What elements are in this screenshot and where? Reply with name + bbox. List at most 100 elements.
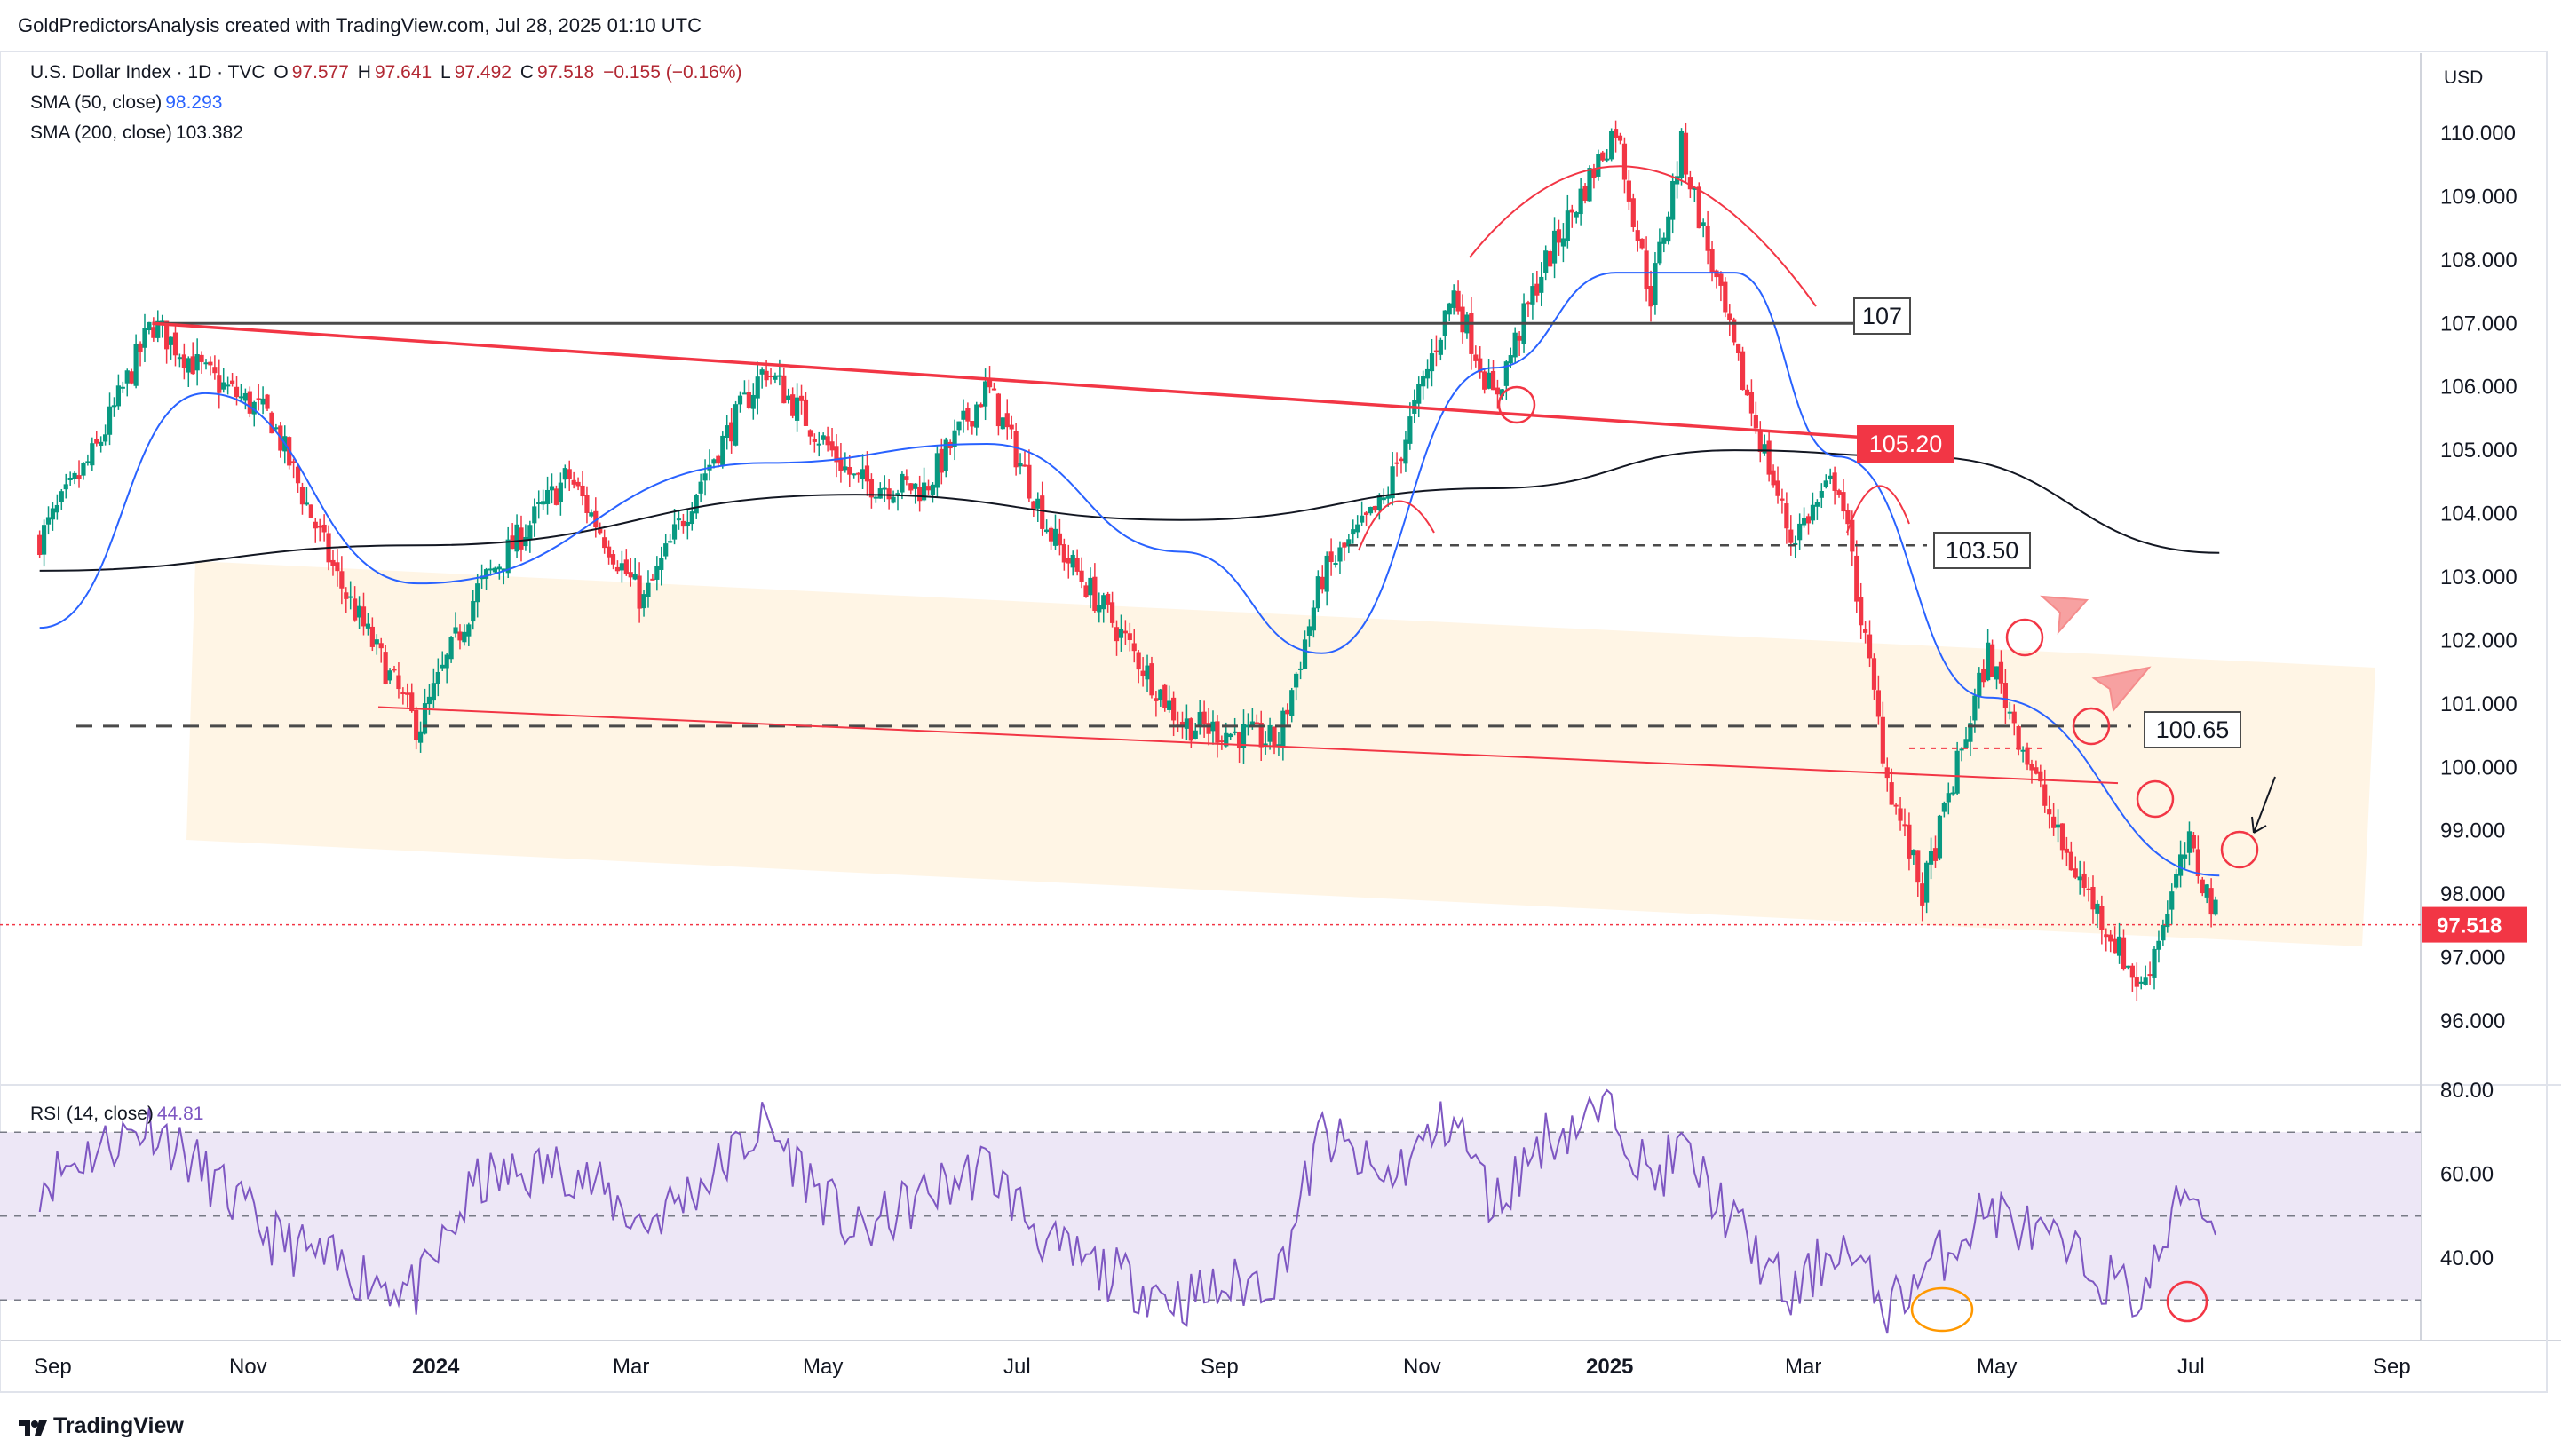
- candle-body: [475, 583, 480, 603]
- candle-body: [589, 512, 594, 517]
- candle-body: [1403, 439, 1408, 464]
- candle-body: [2121, 937, 2127, 969]
- candle-body: [1258, 722, 1264, 748]
- symbol-legend: U.S. Dollar Index · 1D · TVC O 97.577 H 97…: [30, 62, 746, 83]
- candle-body: [501, 568, 506, 572]
- candle-body: [1661, 237, 1667, 244]
- candle-body: [650, 578, 655, 581]
- candle-body: [1670, 180, 1676, 220]
- sma200-legend[interactable]: SMA (200, close) 103.382: [30, 123, 247, 144]
- level-tag-text-level_100_65: 100.65: [2156, 716, 2230, 743]
- candle-body: [440, 664, 445, 669]
- sma50-legend[interactable]: SMA (50, close) 98.293: [30, 92, 226, 114]
- time-label: Nov: [229, 1355, 267, 1379]
- highlight-circle-1: [1497, 385, 1536, 424]
- candle-body: [1788, 529, 1794, 543]
- price-tick-label: 109.000: [2440, 185, 2517, 209]
- candle-body: [356, 605, 362, 618]
- candle-body: [1508, 355, 1513, 364]
- candle-body: [1924, 862, 1930, 903]
- candle-body: [1784, 503, 1789, 529]
- candle-body: [1766, 440, 1772, 475]
- candle-body: [917, 487, 923, 502]
- candle-body: [882, 487, 887, 490]
- candle-body: [1692, 187, 1697, 190]
- candle-body: [965, 408, 971, 422]
- price-tick-label: 105.000: [2440, 439, 2517, 463]
- candle-body: [646, 582, 651, 597]
- candle-body: [798, 395, 805, 401]
- candle-body: [67, 477, 73, 480]
- candle-body: [1841, 492, 1846, 512]
- candle-body: [654, 566, 660, 580]
- candle-body: [1154, 698, 1159, 701]
- time-label: Sep: [2373, 1355, 2411, 1379]
- candle-body: [1977, 672, 1982, 697]
- candle-body: [2108, 934, 2113, 942]
- candle-body: [1233, 731, 1238, 733]
- candle-body: [1184, 718, 1190, 729]
- candle-body: [733, 404, 739, 446]
- candle-body: [541, 501, 546, 505]
- candle-body: [694, 495, 699, 514]
- rsi-legend[interactable]: RSI (14, close) 44.81: [30, 1104, 207, 1125]
- candle-body: [2055, 824, 2061, 828]
- candle-body: [457, 631, 463, 641]
- candle-body: [812, 439, 817, 442]
- tradingview-footer: TradingView: [18, 1413, 184, 1439]
- candle-body: [1114, 627, 1120, 642]
- candle-body: [1994, 666, 2000, 680]
- candle-body: [838, 457, 844, 471]
- candle-body: [422, 703, 428, 734]
- candle-body: [2200, 879, 2205, 894]
- price-tick-label: 102.000: [2440, 629, 2517, 653]
- highlight-circle-3: [2072, 707, 2111, 746]
- candle-body: [155, 320, 161, 338]
- candle-body: [2086, 888, 2091, 890]
- candle-body: [221, 382, 226, 390]
- candle-body: [553, 488, 559, 505]
- candle-body: [2129, 965, 2135, 978]
- candle-body: [1727, 313, 1732, 320]
- candle-body: [124, 370, 130, 384]
- candle-body: [348, 596, 353, 598]
- candle-body: [764, 370, 769, 381]
- candle-body: [825, 436, 830, 446]
- candle-body: [614, 566, 621, 572]
- candle-body: [1035, 498, 1041, 509]
- candle-body: [1079, 570, 1084, 582]
- price-tick-label: 96.000: [2440, 1009, 2505, 1033]
- candle-body: [1360, 515, 1365, 523]
- candle-body: [1127, 633, 1132, 641]
- candle-body: [1771, 470, 1776, 486]
- candle-body: [1959, 748, 1964, 751]
- candle-body: [1478, 358, 1483, 373]
- candle-body: [795, 397, 800, 421]
- candle-body: [172, 332, 178, 356]
- candle-body: [1780, 498, 1785, 501]
- candle-body: [1390, 466, 1395, 499]
- tradingview-brand: TradingView: [53, 1413, 184, 1438]
- candle-body: [2073, 868, 2078, 878]
- candle-body: [1171, 697, 1177, 721]
- candle-body: [864, 465, 870, 482]
- candle-body: [1793, 542, 1798, 545]
- time-label: Mar: [1785, 1355, 1821, 1379]
- price-tick-label: 100.000: [2440, 756, 2517, 779]
- candle-body: [1954, 750, 1960, 794]
- candle-body: [1687, 177, 1693, 190]
- candle-body: [1092, 576, 1098, 612]
- candle-body: [1342, 542, 1347, 548]
- candle-body: [1989, 644, 1995, 677]
- candle-body: [344, 592, 349, 599]
- level-tag-level_107: [1853, 297, 1911, 335]
- candle-body: [199, 354, 204, 362]
- candle-body: [549, 486, 555, 491]
- candle-body: [2099, 906, 2105, 930]
- candle-body: [1539, 276, 1544, 293]
- candle-body: [759, 369, 765, 375]
- candle-body: [99, 441, 104, 447]
- level-tag-level_103_50: [1933, 532, 2031, 569]
- candle-body: [1578, 188, 1583, 215]
- candle-body: [637, 575, 642, 609]
